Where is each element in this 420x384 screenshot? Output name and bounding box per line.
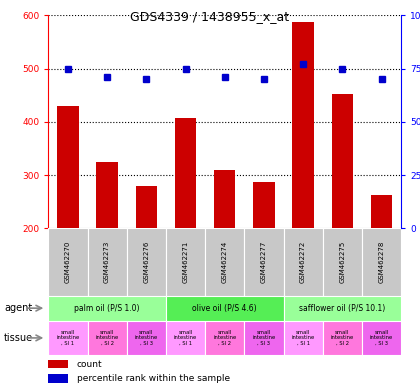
Bar (127, 321, 166, 355)
Bar (48, 374, 68, 382)
Bar (205, 228, 244, 296)
Bar (362, 228, 401, 296)
Text: small
intestine
, SI 1: small intestine , SI 1 (291, 329, 315, 346)
Bar (205, 321, 244, 355)
Bar (48, 360, 68, 368)
Bar (371, 195, 392, 228)
Bar (362, 321, 401, 355)
Bar (244, 228, 284, 296)
Text: small
intestine
, SI 2: small intestine , SI 2 (213, 329, 236, 346)
Bar (48, 296, 166, 321)
Text: tissue: tissue (4, 333, 33, 343)
Text: GSM462274: GSM462274 (222, 241, 228, 283)
Text: GSM462272: GSM462272 (300, 241, 306, 283)
Text: GSM462270: GSM462270 (65, 241, 71, 283)
Text: palm oil (P/S 1.0): palm oil (P/S 1.0) (74, 304, 140, 313)
Text: GSM462275: GSM462275 (339, 241, 345, 283)
Bar (175, 118, 196, 228)
Bar (284, 228, 323, 296)
Text: GSM462273: GSM462273 (104, 241, 110, 283)
Bar (166, 321, 205, 355)
Text: count: count (76, 360, 102, 369)
Bar (244, 321, 284, 355)
Bar (87, 321, 127, 355)
Text: GSM462278: GSM462278 (378, 241, 384, 283)
Text: small
intestine
, SI 3: small intestine , SI 3 (252, 329, 276, 346)
Text: small
intestine
, SI 3: small intestine , SI 3 (135, 329, 158, 346)
Bar (96, 162, 118, 228)
Text: GSM462271: GSM462271 (183, 241, 189, 283)
Text: GSM462276: GSM462276 (143, 241, 149, 283)
Bar (253, 182, 275, 228)
Text: small
intestine
, SI 1: small intestine , SI 1 (174, 329, 197, 346)
Bar (136, 186, 157, 228)
Text: percentile rank within the sample: percentile rank within the sample (76, 374, 230, 383)
Bar (57, 106, 79, 228)
Bar (48, 228, 87, 296)
Text: small
intestine
, SI 3: small intestine , SI 3 (370, 329, 393, 346)
Bar (166, 228, 205, 296)
Bar (127, 228, 166, 296)
Bar (323, 321, 362, 355)
Text: small
intestine
, SI 1: small intestine , SI 1 (56, 329, 79, 346)
Bar (166, 296, 284, 321)
Bar (331, 94, 353, 228)
Bar (284, 296, 401, 321)
Text: small
intestine
, SI 2: small intestine , SI 2 (95, 329, 119, 346)
Bar (284, 321, 323, 355)
Text: small
intestine
, SI 2: small intestine , SI 2 (331, 329, 354, 346)
Bar (87, 228, 127, 296)
Bar (48, 321, 87, 355)
Bar (214, 170, 236, 228)
Text: agent: agent (4, 303, 32, 313)
Bar (292, 22, 314, 228)
Bar (323, 228, 362, 296)
Text: safflower oil (P/S 10.1): safflower oil (P/S 10.1) (299, 304, 386, 313)
Text: olive oil (P/S 4.6): olive oil (P/S 4.6) (192, 304, 257, 313)
Text: GDS4339 / 1438955_x_at: GDS4339 / 1438955_x_at (131, 10, 289, 23)
Text: GSM462277: GSM462277 (261, 241, 267, 283)
